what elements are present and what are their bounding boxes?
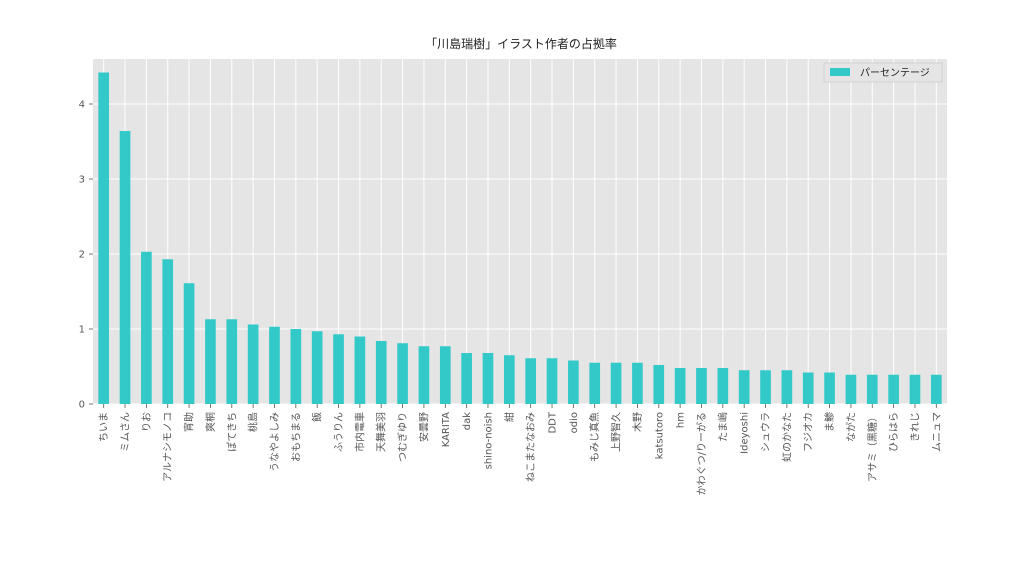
bar: [375, 341, 387, 404]
legend-label: パーセンテージ: [860, 67, 930, 79]
legend-swatch: [830, 68, 850, 76]
bar: [845, 374, 857, 404]
y-tick-label: 2: [79, 250, 85, 261]
bar: [141, 251, 152, 404]
bar: [802, 372, 814, 404]
bar: [119, 131, 131, 404]
bar: [503, 355, 515, 404]
bar: [674, 368, 686, 404]
bar: [738, 370, 750, 404]
x-tick-label: ぽてきち: [226, 412, 238, 452]
x-tick-label: KARITA: [441, 412, 452, 447]
bar: [781, 370, 793, 404]
bar: [909, 374, 921, 404]
x-tick-label: 天舞美羽: [375, 412, 388, 452]
x-tick-label: アサミ（黒糖）: [866, 412, 879, 482]
bar: [589, 362, 601, 404]
x-tick-label: shino-noish: [483, 412, 494, 469]
x-tick-label: ながた: [844, 412, 857, 442]
bar: [653, 365, 665, 404]
bar: [333, 334, 344, 404]
x-axis-ticks: ちいま ミムさん りお アルナシモノコ 宵助 爽桐 ぽてきち 桃島 うなやよしみ おもちまる飯ふう…: [98, 404, 943, 495]
legend: パーセンテージ: [823, 62, 943, 83]
bar: [461, 353, 472, 404]
bar: [354, 336, 366, 404]
y-tick-label: 3: [79, 175, 85, 186]
bar: [632, 362, 643, 404]
bar: [162, 259, 174, 404]
x-tick-label: ミムさん: [120, 412, 132, 452]
y-tick-label: 1: [79, 325, 85, 336]
bar: [568, 360, 579, 404]
plot-background: [93, 59, 947, 404]
bar: [546, 358, 558, 404]
bar: [226, 319, 238, 404]
bar: [290, 329, 302, 404]
bar: [866, 374, 878, 404]
bar: [269, 326, 280, 404]
bar: [311, 331, 323, 404]
bar: [205, 319, 216, 404]
x-tick-label: ま鯵: [823, 412, 836, 432]
bar: [183, 283, 195, 404]
bar: [610, 362, 622, 404]
bar: [247, 324, 259, 404]
y-tick-label: 0: [79, 400, 85, 411]
bar: [98, 72, 110, 404]
x-tick-label: りお: [141, 412, 153, 432]
bar: [824, 372, 835, 404]
x-tick-label: odio: [569, 412, 580, 433]
x-tick-label: つむぎゆり: [396, 412, 409, 462]
x-tick-label: DDT: [548, 411, 559, 433]
x-tick-label: Ideyoshi: [740, 412, 751, 454]
x-tick-label: ねこまたなおみ: [525, 412, 537, 482]
chart-title: 「川島瑞樹」イラスト作者の占拠率: [425, 36, 617, 51]
x-tick-label: 宵助: [183, 412, 196, 432]
bar: [888, 374, 899, 404]
x-tick-label: 市内電車: [353, 412, 366, 452]
x-tick-label: 飯: [311, 412, 324, 422]
x-tick-label: dak: [462, 412, 473, 430]
x-tick-label: 虹のかなた: [781, 412, 793, 462]
x-tick-label: ちいま: [98, 412, 110, 442]
bars: [98, 72, 942, 404]
x-tick-label: 紺: [503, 412, 516, 422]
y-tick-label: 4: [79, 100, 85, 111]
bar: [760, 370, 771, 404]
x-tick-label: 木野: [632, 412, 644, 432]
x-tick-label: 爽桐: [204, 412, 217, 432]
bar: [717, 368, 729, 404]
x-tick-label: もみじ真魚: [588, 412, 601, 462]
x-tick-label: ふうりん: [333, 412, 345, 452]
x-tick-label: ひらはら: [888, 412, 900, 452]
x-tick-label: フジオカ: [803, 412, 815, 452]
x-tick-label: シュウラ: [760, 412, 772, 452]
y-axis-ticks: 0 1 2 3 4: [79, 100, 93, 411]
x-tick-label: katsutoro: [654, 412, 665, 459]
x-tick-label: おもちまる: [290, 412, 302, 462]
bar: [482, 353, 494, 404]
x-tick-label: かわぐつ/りーがる: [695, 412, 708, 495]
x-tick-label: たま嶋: [716, 412, 729, 442]
bar: [418, 346, 430, 404]
x-tick-label: うなやよしみ: [269, 412, 281, 472]
bar: [930, 374, 942, 404]
x-tick-label: きれじ: [909, 412, 921, 442]
x-tick-label: 桃島: [247, 412, 260, 432]
x-tick-label: hm: [676, 412, 687, 428]
bar: [525, 358, 537, 404]
x-tick-label: ムニュマ: [931, 412, 943, 452]
x-tick-label: アルナシモノコ: [162, 412, 174, 482]
legend-box: [823, 62, 943, 83]
bar: [696, 368, 707, 404]
x-tick-label: 上野智久: [610, 412, 623, 452]
x-tick-label: 安曇野: [417, 412, 430, 442]
bar: [439, 346, 451, 404]
bar: [397, 343, 408, 404]
